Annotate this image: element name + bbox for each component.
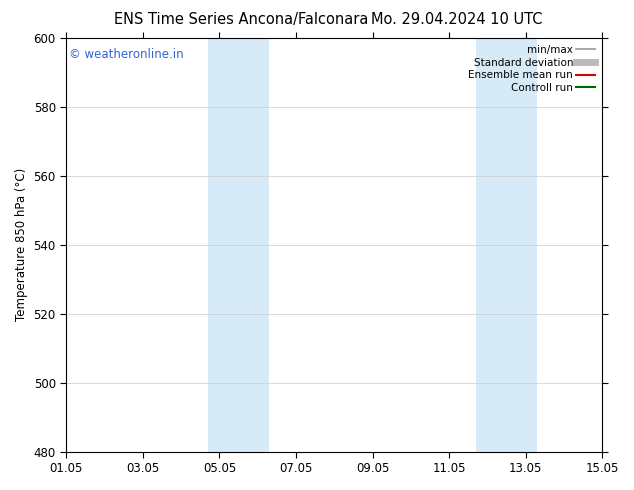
Text: © weatheronline.in: © weatheronline.in bbox=[69, 48, 183, 61]
Text: ENS Time Series Ancona/Falconara: ENS Time Series Ancona/Falconara bbox=[113, 12, 368, 27]
Bar bbox=[208, 38, 269, 452]
Bar bbox=[476, 38, 537, 452]
Y-axis label: Temperature 850 hPa (°C): Temperature 850 hPa (°C) bbox=[15, 168, 28, 321]
Legend: min/max, Standard deviation, Ensemble mean run, Controll run: min/max, Standard deviation, Ensemble me… bbox=[467, 43, 597, 95]
Text: Mo. 29.04.2024 10 UTC: Mo. 29.04.2024 10 UTC bbox=[371, 12, 542, 27]
